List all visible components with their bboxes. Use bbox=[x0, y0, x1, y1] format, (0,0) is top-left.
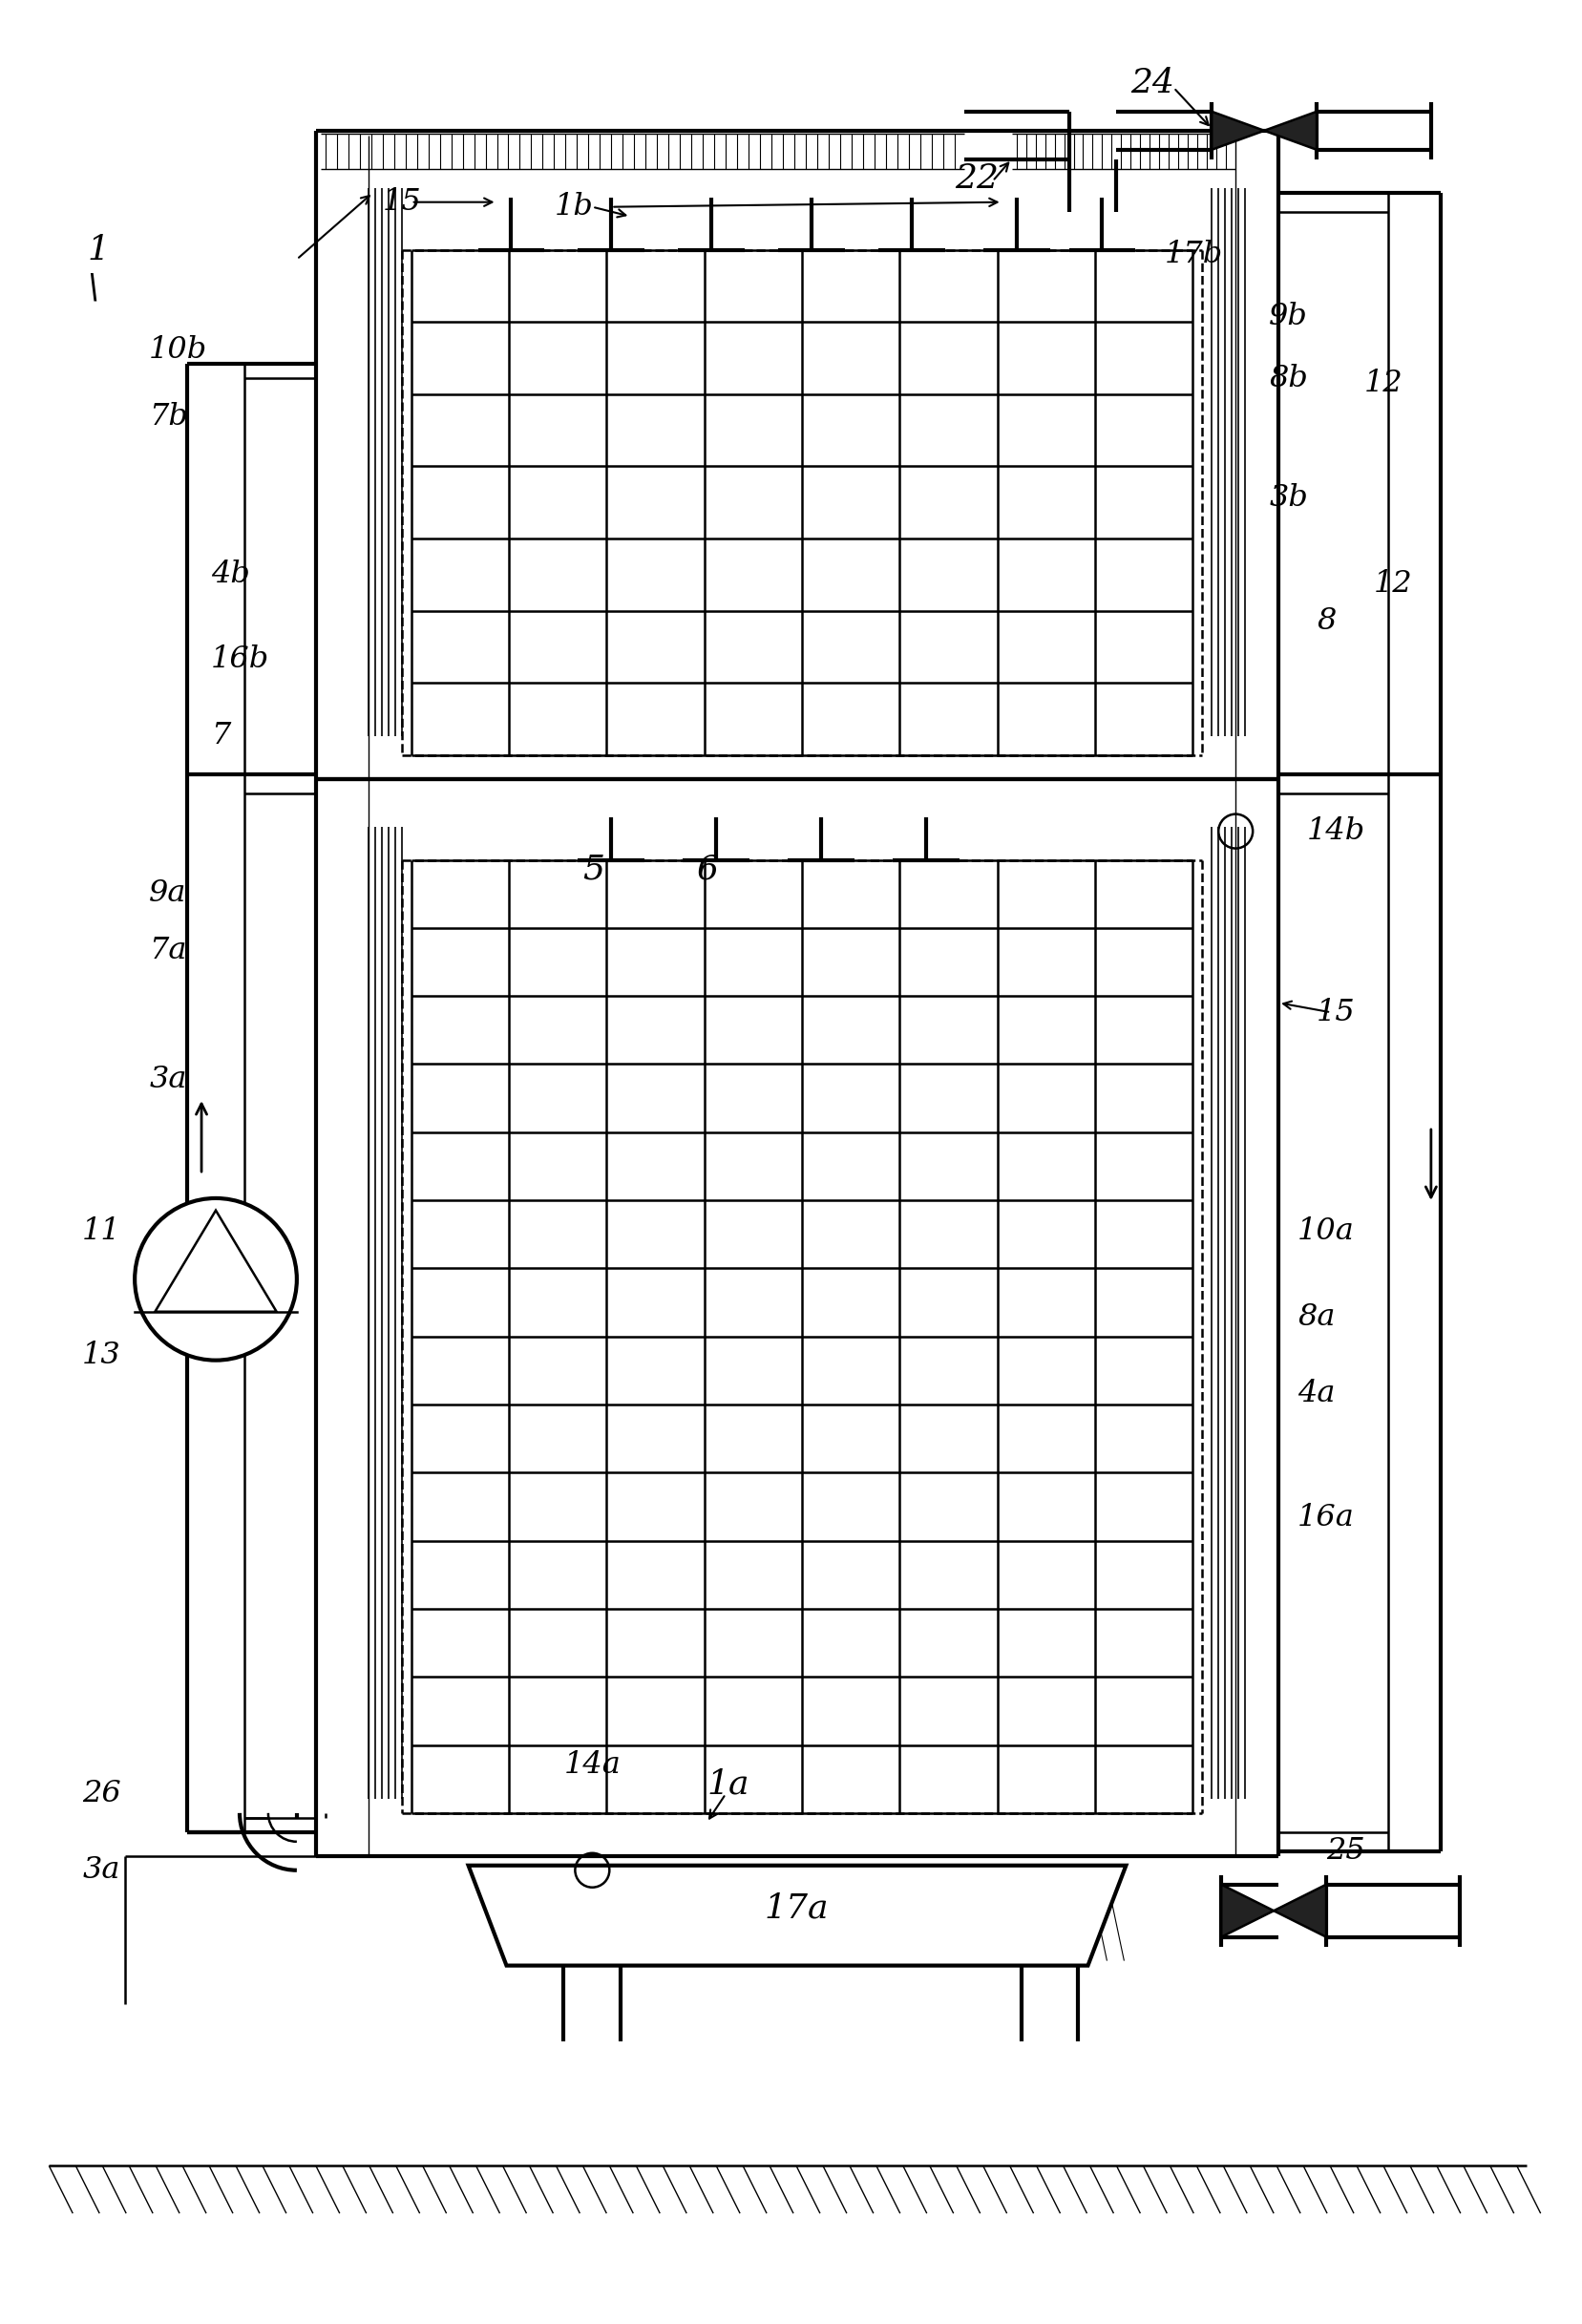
Polygon shape bbox=[468, 1866, 1126, 1966]
Polygon shape bbox=[1221, 1885, 1274, 1936]
Text: 8a: 8a bbox=[1297, 1301, 1335, 1332]
Text: 12: 12 bbox=[1364, 370, 1403, 397]
Text: 7b: 7b bbox=[149, 402, 188, 432]
Text: 11: 11 bbox=[82, 1218, 122, 1246]
Text: 13: 13 bbox=[82, 1341, 122, 1371]
Text: 17b: 17b bbox=[1164, 239, 1223, 270]
Text: 24: 24 bbox=[1131, 67, 1175, 100]
Text: 16b: 16b bbox=[210, 644, 269, 674]
Polygon shape bbox=[1212, 112, 1264, 149]
Text: 10b: 10b bbox=[149, 335, 207, 365]
Text: 15: 15 bbox=[383, 188, 421, 216]
Text: 7a: 7a bbox=[149, 937, 187, 964]
Text: 1: 1 bbox=[87, 232, 109, 265]
Text: 12: 12 bbox=[1373, 569, 1413, 597]
Text: 14a: 14a bbox=[563, 1750, 620, 1780]
Text: 25: 25 bbox=[1326, 1836, 1365, 1866]
Text: 9b: 9b bbox=[1269, 302, 1308, 332]
Text: 4a: 4a bbox=[1297, 1378, 1335, 1408]
Polygon shape bbox=[1274, 1885, 1326, 1936]
Text: 1a: 1a bbox=[707, 1769, 750, 1801]
Text: 1b: 1b bbox=[554, 193, 593, 221]
Text: 10a: 10a bbox=[1297, 1218, 1354, 1246]
Text: 6: 6 bbox=[698, 853, 720, 885]
Text: 3a: 3a bbox=[82, 1855, 120, 1885]
Text: 3b: 3b bbox=[1269, 483, 1308, 511]
Text: 26: 26 bbox=[82, 1780, 122, 1808]
Text: 22: 22 bbox=[954, 163, 998, 195]
Text: 15: 15 bbox=[1316, 997, 1356, 1027]
Text: 16a: 16a bbox=[1297, 1504, 1354, 1532]
Text: \: \ bbox=[87, 272, 98, 304]
Text: 4b: 4b bbox=[210, 560, 250, 588]
Text: 8: 8 bbox=[1316, 607, 1337, 637]
Text: 7: 7 bbox=[210, 720, 231, 751]
Text: 5: 5 bbox=[582, 853, 604, 885]
Polygon shape bbox=[1264, 112, 1316, 149]
Circle shape bbox=[134, 1199, 297, 1360]
Text: 17a: 17a bbox=[764, 1892, 829, 1924]
Text: 3a: 3a bbox=[149, 1064, 187, 1095]
Text: 14b: 14b bbox=[1307, 816, 1365, 846]
Text: 8b: 8b bbox=[1269, 363, 1308, 393]
Text: 9a: 9a bbox=[149, 878, 187, 909]
